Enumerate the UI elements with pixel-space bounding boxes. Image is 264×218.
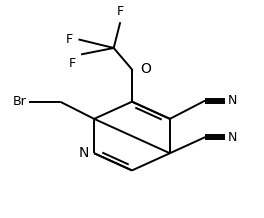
Text: N: N bbox=[227, 131, 237, 144]
Text: F: F bbox=[117, 5, 124, 18]
Text: F: F bbox=[69, 57, 76, 70]
Text: N: N bbox=[78, 146, 89, 160]
Text: F: F bbox=[66, 33, 73, 46]
Text: O: O bbox=[140, 63, 151, 77]
Text: Br: Br bbox=[12, 95, 26, 108]
Text: N: N bbox=[227, 94, 237, 107]
